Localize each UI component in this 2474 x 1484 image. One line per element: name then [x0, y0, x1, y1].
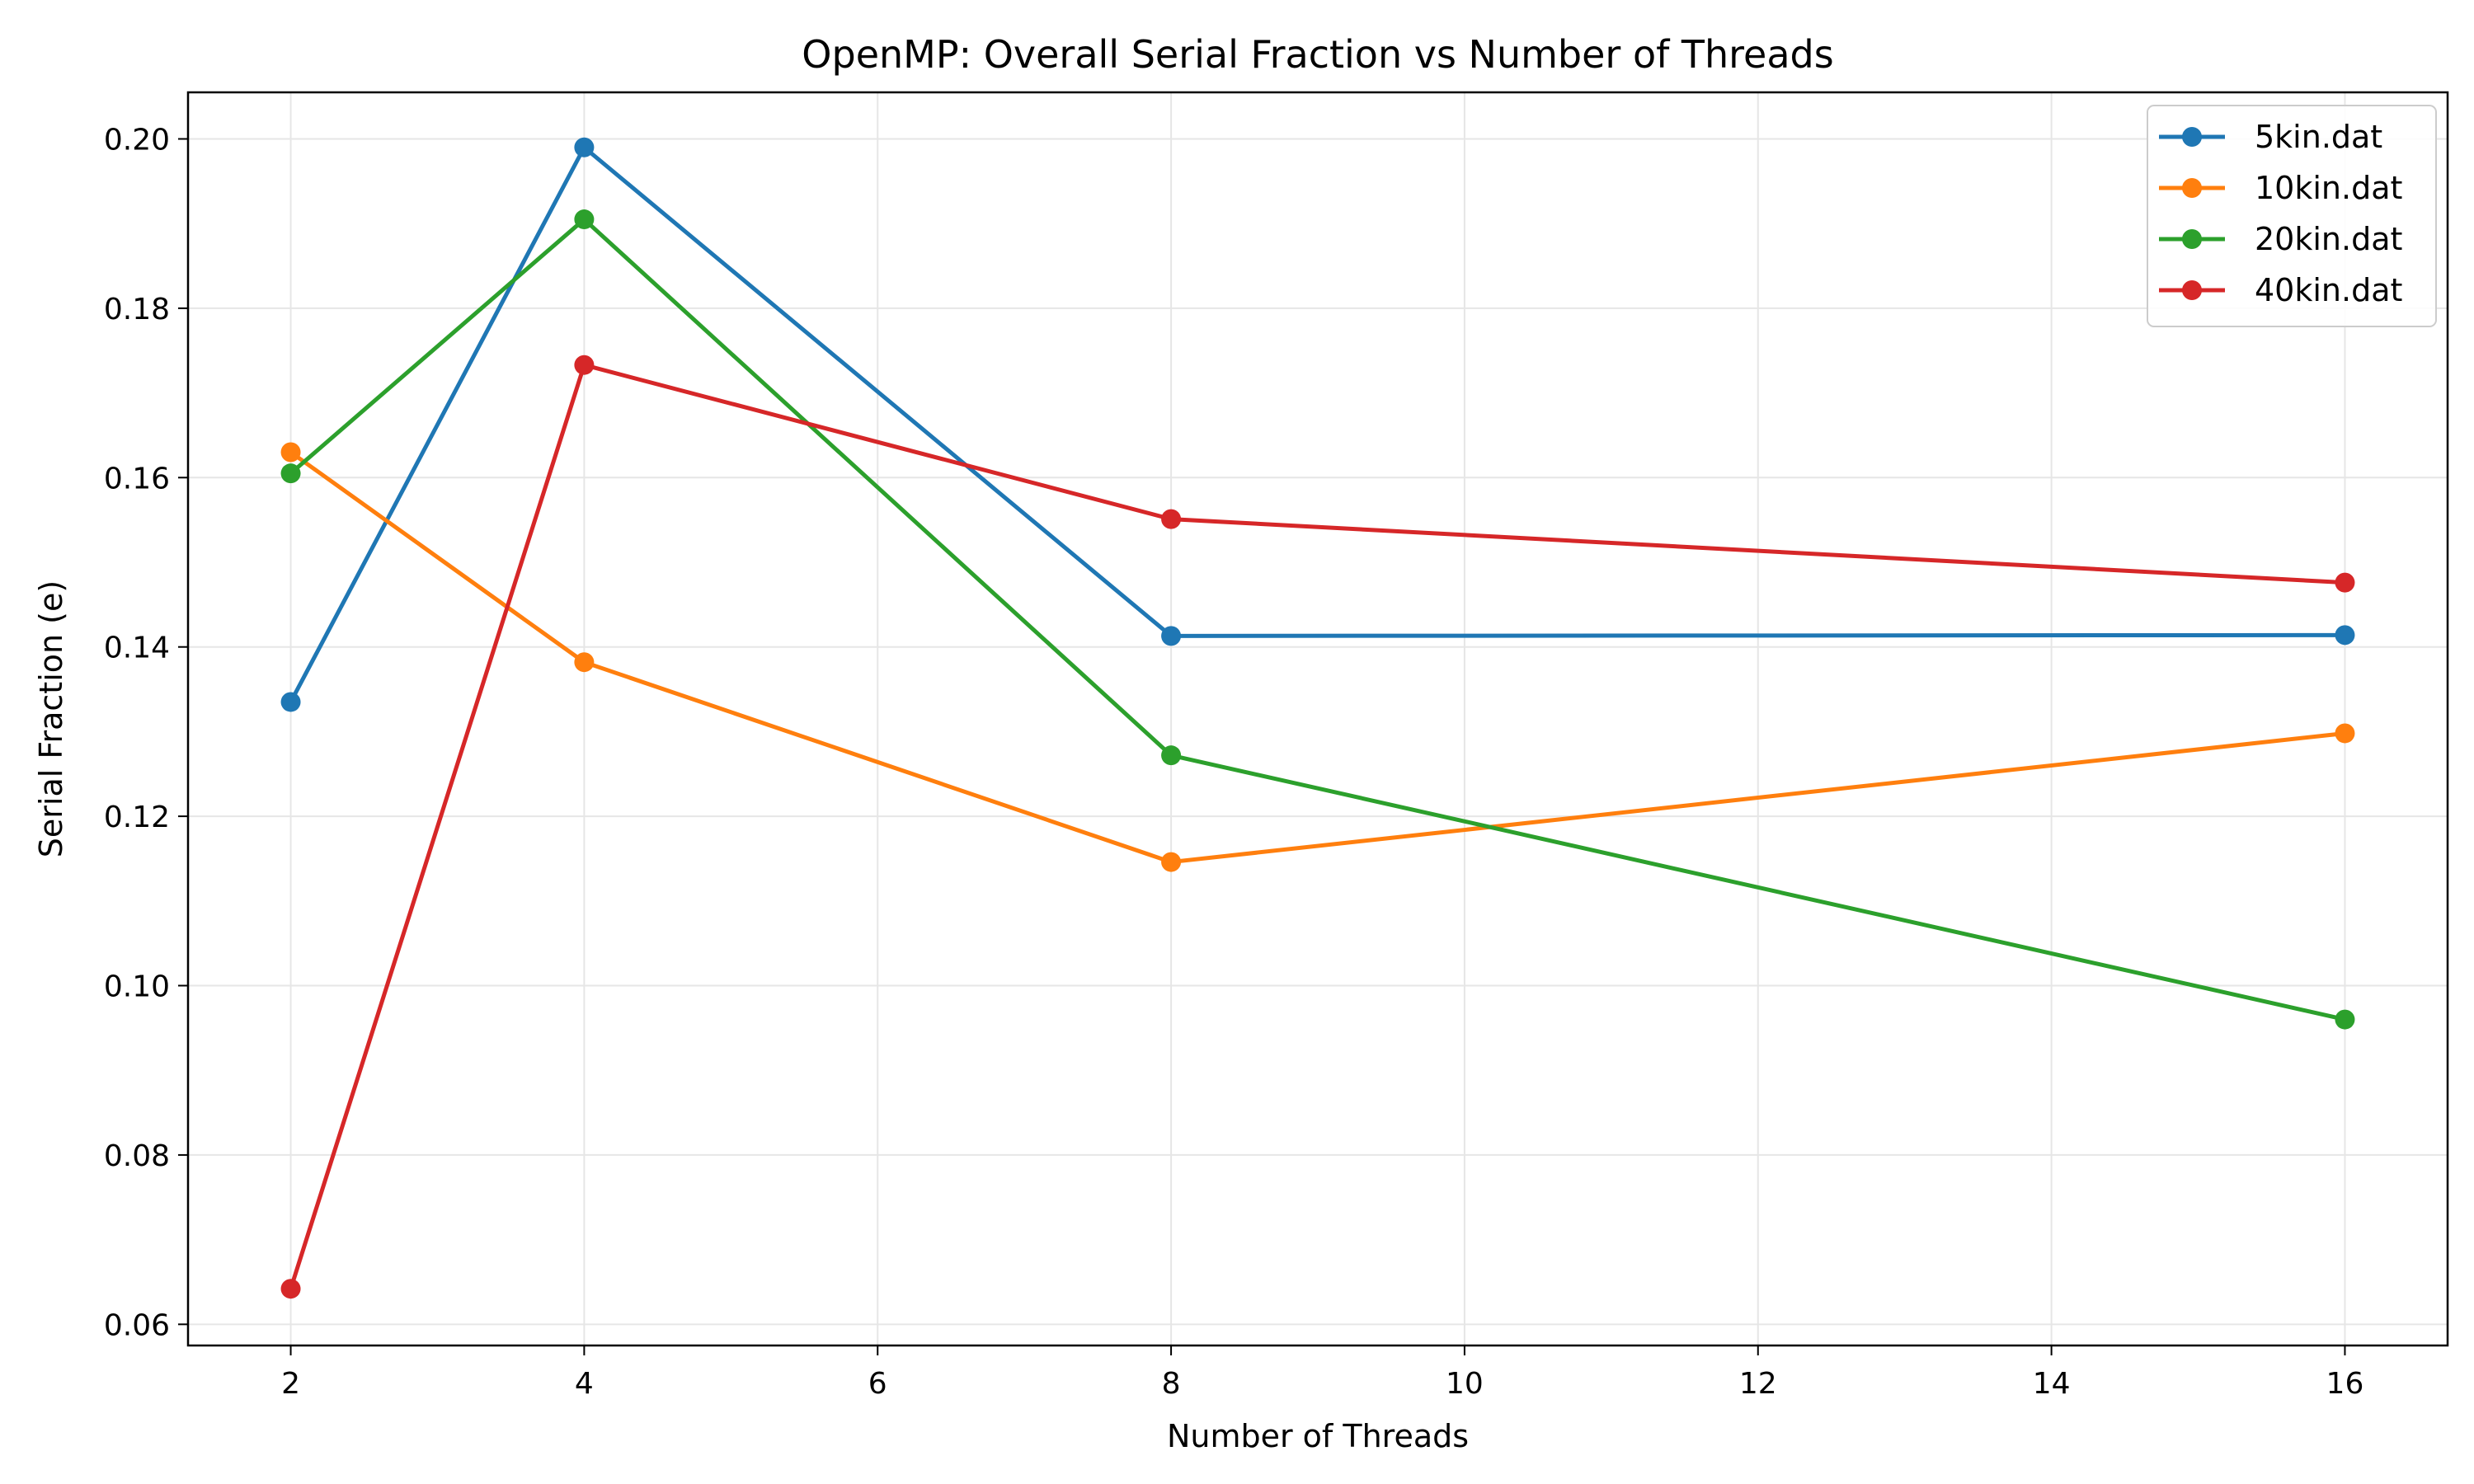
y-tick-label: 0.20 — [104, 123, 170, 157]
data-point-20kin-dat — [574, 209, 595, 230]
series-line-20kin-dat — [289, 217, 2346, 1022]
series-line-5kin-dat — [289, 145, 2345, 703]
x-tick-label: 12 — [1739, 1367, 1777, 1401]
legend-marker-5kin-dat — [2182, 127, 2202, 147]
y-tick-label: 0.16 — [104, 462, 170, 495]
data-point-40kin-dat — [280, 1279, 301, 1299]
data-point-10kin-dat — [280, 442, 301, 463]
x-axis-label: Number of Threads — [1167, 1418, 1469, 1454]
legend-marker-40kin-dat — [2182, 280, 2202, 300]
x-tick-label: 16 — [2326, 1367, 2364, 1401]
data-point-20kin-dat — [1161, 745, 1182, 766]
x-tick-label: 6 — [868, 1367, 887, 1401]
axis-ticks: 2 4 6 8 10 12 14 16 0.06 0.08 0.10 0.12 0.14 0.16 0.18… — [104, 123, 2364, 1401]
y-axis-label: Serial Fraction (e) — [33, 580, 69, 857]
legend-label-10kin-dat: 10kin.dat — [2255, 170, 2402, 206]
data-point-40kin-dat — [574, 355, 595, 375]
legend-marker-20kin-dat — [2182, 229, 2202, 249]
legend-label-5kin-dat: 5kin.dat — [2255, 119, 2382, 155]
x-tick-label: 8 — [1162, 1367, 1181, 1401]
y-tick-label: 0.14 — [104, 632, 170, 665]
plot-frame — [186, 91, 2449, 1347]
legend-label-20kin-dat: 20kin.dat — [2255, 221, 2402, 257]
legend: 5kin.dat 10kin.dat 20kin.dat 40kin.dat — [2147, 105, 2437, 327]
grid — [188, 92, 2448, 1345]
y-tick-label: 0.12 — [104, 801, 170, 834]
chart-title: OpenMP: Overall Serial Fraction vs Numbe… — [802, 32, 1833, 77]
data-point-40kin-dat — [2335, 572, 2355, 593]
data-point-20kin-dat — [2335, 1009, 2355, 1030]
data-point-5kin-dat — [1161, 626, 1182, 646]
data-point-40kin-dat — [1161, 509, 1182, 529]
data-point-10kin-dat — [1161, 852, 1182, 872]
series-line-10kin-dat — [289, 450, 2345, 865]
y-tick-label: 0.08 — [104, 1139, 170, 1173]
legend-box — [2147, 105, 2437, 327]
y-tick-label: 0.06 — [104, 1308, 170, 1342]
data-point-10kin-dat — [574, 652, 595, 673]
x-tick-label: 4 — [575, 1367, 594, 1401]
data-point-5kin-dat — [280, 692, 301, 712]
legend-marker-10kin-dat — [2182, 178, 2202, 198]
x-tick-label: 14 — [2033, 1367, 2071, 1401]
data-point-10kin-dat — [2335, 723, 2355, 744]
data-point-5kin-dat — [574, 137, 595, 157]
series-layer — [280, 137, 2355, 1299]
data-point-20kin-dat — [280, 463, 301, 484]
x-tick-label: 2 — [281, 1367, 300, 1401]
x-tick-label: 10 — [1446, 1367, 1484, 1401]
y-tick-label: 0.10 — [104, 970, 170, 1004]
y-tick-label: 0.18 — [104, 293, 170, 326]
data-point-5kin-dat — [2335, 625, 2355, 646]
legend-label-40kin-dat: 40kin.dat — [2255, 272, 2402, 308]
series-line-40kin-dat — [289, 363, 2345, 1289]
